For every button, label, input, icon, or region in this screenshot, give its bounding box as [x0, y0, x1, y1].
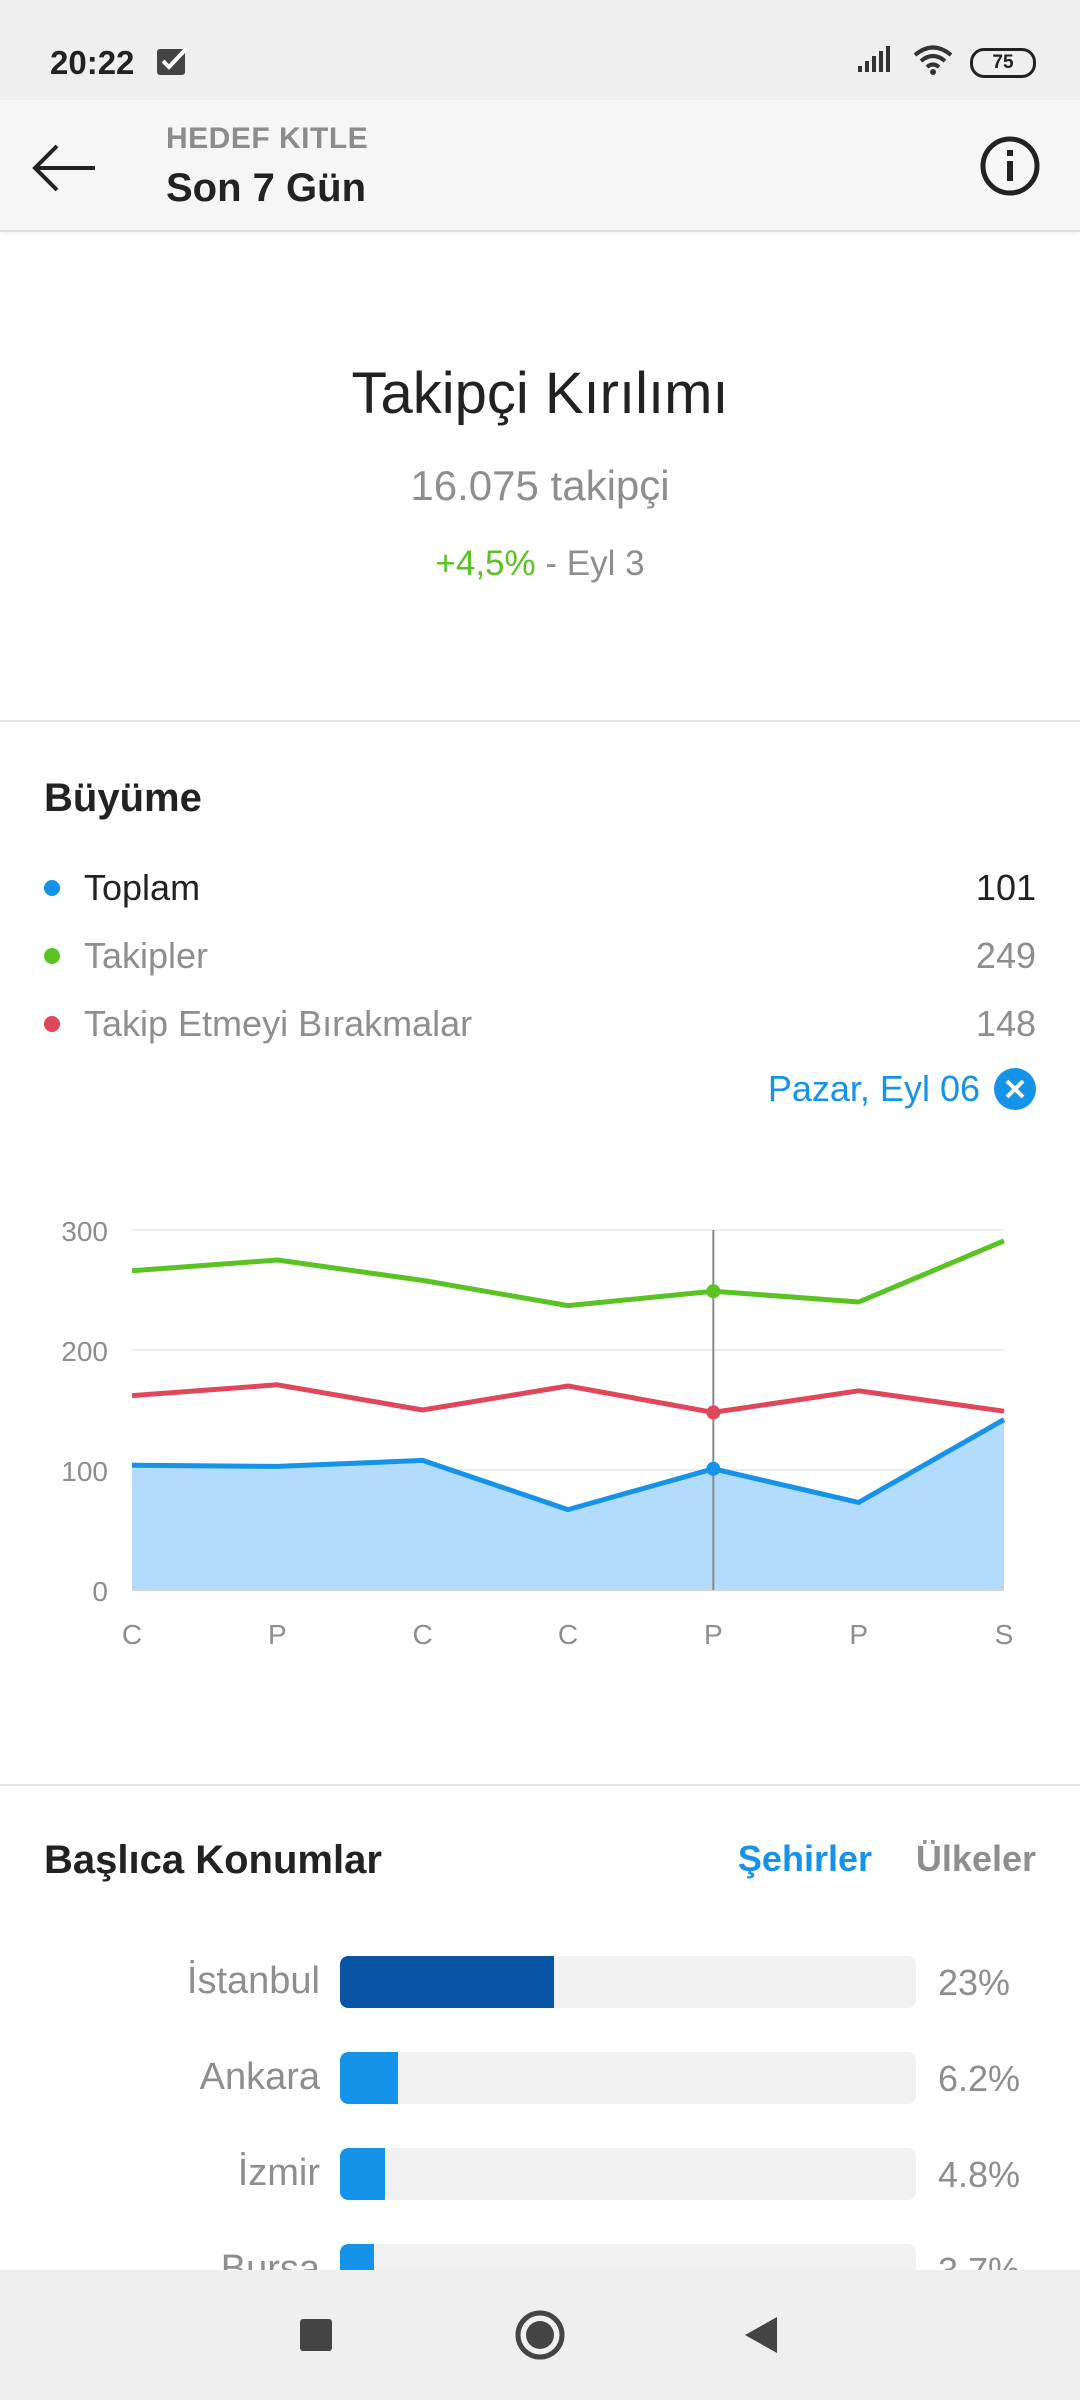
location-bar-track	[340, 1956, 916, 2008]
tab-countries[interactable]: Ülkeler	[915, 1838, 1036, 1879]
location-bar-fill	[340, 1956, 554, 2008]
growth-chart[interactable]: 0 100 200 300 C P C C P P S	[40, 1200, 1040, 1720]
growth-chart-svg[interactable]: 0 100 200 300 C P C C P P S	[40, 1200, 1040, 1720]
legend-label: Takip Etmeyi Bırakmalar	[84, 1003, 473, 1044]
x-tick-label: P	[704, 1619, 723, 1650]
info-icon	[980, 136, 1040, 196]
location-bar-fill	[340, 2052, 398, 2104]
location-bar-track	[340, 2052, 916, 2104]
legend-label: Toplam	[84, 867, 201, 908]
y-tick-label: 100	[61, 1456, 108, 1487]
clear-selection-button[interactable]	[994, 1068, 1036, 1110]
home-button[interactable]	[505, 2300, 575, 2370]
info-button[interactable]	[974, 130, 1046, 202]
follower-change: +4,5% - Eyl 3	[0, 544, 1080, 584]
location-name: İstanbul	[186, 1960, 320, 2002]
divider	[0, 1784, 1080, 1786]
back-nav-button[interactable]	[726, 2300, 796, 2370]
legend-value: 101	[975, 867, 1036, 908]
series-area-toplam	[132, 1419, 1004, 1590]
x-tick-label: C	[122, 1619, 142, 1650]
location-row: İzmir 4.8%	[0, 2144, 1080, 2204]
arrow-left-icon	[32, 144, 95, 192]
home-circle-icon	[515, 2310, 565, 2360]
x-tick-label: P	[849, 1619, 868, 1650]
legend-dot	[44, 880, 60, 896]
location-percent: 4.8%	[938, 2154, 1021, 2195]
location-percent: 23%	[938, 1962, 1011, 2003]
location-bar-track	[340, 2148, 916, 2200]
selected-date-chip[interactable]: Pazar, Eyl 06	[768, 1068, 1036, 1110]
app-bar: HEDEF KITLE Son 7 Gün	[0, 100, 1080, 232]
status-time: 20:22	[50, 44, 135, 81]
selected-date-label: Pazar, Eyl 06	[767, 1068, 980, 1109]
app-title: Son 7 Gün	[166, 166, 366, 210]
follower-summary: Takipçi Kırılımı 16.075 takipçi +4,5% - …	[0, 232, 1080, 722]
data-point	[706, 1284, 721, 1299]
triangle-back-icon	[745, 2317, 777, 2353]
y-tick-label: 0	[92, 1576, 108, 1607]
location-name: Ankara	[199, 2056, 320, 2098]
change-date: - Eyl 3	[535, 544, 645, 583]
data-point	[706, 1405, 721, 1420]
legend-item-total: Toplam 101	[44, 858, 1036, 918]
signal-icon	[856, 46, 896, 79]
follower-count: 16.075 takipçi	[410, 462, 670, 509]
location-percent: 6.2%	[938, 2058, 1021, 2099]
location-name: İzmir	[237, 2152, 320, 2194]
wifi-icon	[912, 44, 954, 81]
x-tick-label: S	[995, 1619, 1014, 1650]
divider	[0, 720, 1080, 722]
square-icon	[300, 2319, 332, 2351]
legend-dot	[44, 1016, 60, 1032]
close-icon	[1005, 1079, 1025, 1099]
locations-title: Başlıca Konumlar	[44, 1838, 382, 1882]
series-line-toplam	[131, 1417, 1006, 1513]
x-tick-label: C	[558, 1619, 578, 1650]
tab-cities[interactable]: Şehirler	[737, 1838, 872, 1879]
legend-item-follows: Takipler 249	[44, 926, 1036, 986]
series-line-takipler	[131, 1238, 1005, 1309]
data-point	[706, 1461, 721, 1476]
app-subtitle: HEDEF KITLE	[166, 122, 369, 155]
battery-indicator: 75	[970, 47, 1036, 78]
x-tick-label: P	[268, 1619, 287, 1650]
series-line-takip-etmeyi-bırakmalar	[131, 1382, 1005, 1415]
y-tick-label: 200	[61, 1336, 108, 1367]
x-tick-label: C	[413, 1619, 433, 1650]
status-icons: 75	[856, 44, 1036, 81]
notification-check-icon	[156, 46, 190, 76]
change-percent: +4,5%	[435, 544, 536, 583]
legend-label: Takipler	[84, 935, 209, 976]
location-row: Ankara 6.2%	[0, 2048, 1080, 2108]
location-row: İstanbul 23%	[0, 1952, 1080, 2012]
location-bar-fill	[340, 2148, 385, 2200]
legend-value: 148	[975, 1003, 1036, 1044]
page-title: Takipçi Kırılımı	[351, 361, 729, 426]
legend-dot	[44, 948, 60, 964]
back-button[interactable]	[26, 130, 102, 206]
recents-button[interactable]	[281, 2300, 351, 2370]
legend-item-unfollows: Takip Etmeyi Bırakmalar 148	[44, 994, 1036, 1054]
status-bar: 20:22 75	[0, 0, 1080, 100]
y-tick-label: 300	[61, 1216, 108, 1247]
legend-value: 249	[975, 935, 1036, 976]
system-nav-bar	[0, 2270, 1080, 2400]
growth-title: Büyüme	[44, 776, 202, 820]
